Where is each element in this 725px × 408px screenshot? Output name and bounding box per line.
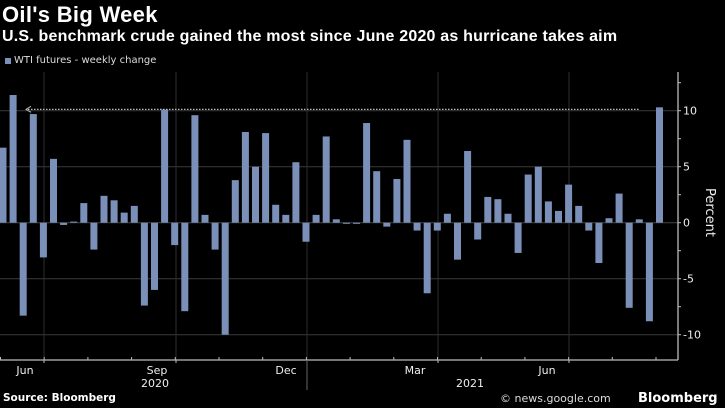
bar (524, 174, 532, 223)
x-tick-label: Dec (275, 364, 296, 377)
x-tick-label: Jun (15, 364, 33, 377)
bar (9, 95, 17, 223)
bar (595, 222, 603, 264)
legend-swatch (5, 57, 11, 64)
bar (504, 213, 512, 223)
bar (433, 222, 441, 231)
bar (332, 219, 340, 223)
bar (534, 166, 542, 223)
bar (353, 222, 360, 224)
bar (211, 222, 219, 250)
y-tick-label: -10 (683, 329, 701, 342)
bar (575, 205, 583, 223)
legend-label: WTI futures - weekly change (14, 55, 157, 66)
x-tick-label: Jun (537, 364, 555, 377)
bar (403, 139, 411, 223)
bar (29, 114, 37, 223)
bar (262, 133, 270, 223)
bar (625, 222, 633, 308)
bar (656, 107, 663, 223)
bar (635, 219, 643, 223)
bar (555, 210, 562, 223)
bar (585, 222, 593, 231)
bar (90, 222, 98, 250)
bar (181, 222, 189, 312)
watermark: © news.google.com (500, 392, 611, 405)
bar (393, 179, 401, 223)
bar (615, 193, 623, 223)
bar (70, 221, 78, 223)
bar (140, 222, 148, 306)
bar (464, 151, 472, 223)
bar (413, 222, 421, 231)
bar (50, 158, 57, 223)
x-tick-label: Mar (405, 364, 426, 377)
bar (201, 214, 209, 223)
bar (60, 222, 68, 225)
bar (272, 204, 280, 223)
bar (514, 222, 522, 253)
bar (312, 214, 320, 223)
bar (292, 162, 300, 223)
bar (423, 222, 431, 294)
bar (120, 212, 128, 223)
bar (151, 222, 158, 290)
bar (39, 222, 47, 258)
bar (161, 109, 169, 223)
bar (221, 222, 229, 335)
y-axis-label: Percent (702, 188, 717, 237)
source-note: Source: Bloomberg (3, 392, 116, 404)
bar (241, 131, 249, 223)
bar (383, 222, 391, 227)
bar (322, 136, 330, 223)
bar (373, 171, 381, 223)
bar (110, 200, 118, 223)
bar (454, 222, 461, 260)
bar (231, 180, 239, 223)
bar (282, 214, 290, 223)
x-tick-label: Sep (147, 364, 168, 377)
bar (171, 222, 179, 246)
bar (494, 199, 502, 223)
bar (130, 205, 138, 223)
bar (302, 222, 310, 242)
bar (252, 166, 259, 223)
x-year-label: 2021 (456, 377, 484, 390)
x-year-label: 2020 (141, 377, 169, 390)
bar (19, 222, 27, 316)
y-tick-label: 10 (683, 105, 697, 118)
bar (565, 184, 573, 223)
y-tick-label: 0 (683, 217, 690, 230)
bar (80, 203, 88, 223)
y-tick-label: 5 (683, 161, 690, 174)
bar (0, 147, 7, 223)
chart-subtitle: U.S. benchmark crude gained the most sin… (2, 28, 618, 45)
bar (342, 222, 350, 224)
bar (544, 201, 552, 223)
bar (484, 196, 492, 223)
bar (474, 222, 482, 240)
bar (443, 213, 451, 223)
reference-arrow-icon (25, 105, 32, 113)
chart-title: Oil's Big Week (2, 2, 158, 27)
bar (605, 218, 613, 223)
y-tick-label: -5 (683, 273, 694, 286)
bar (645, 222, 653, 322)
bloomberg-logo: Bloomberg (638, 391, 718, 406)
bar (363, 123, 371, 223)
bar (191, 115, 199, 223)
bar (100, 195, 108, 223)
legend: WTI futures - weekly change (5, 55, 156, 66)
